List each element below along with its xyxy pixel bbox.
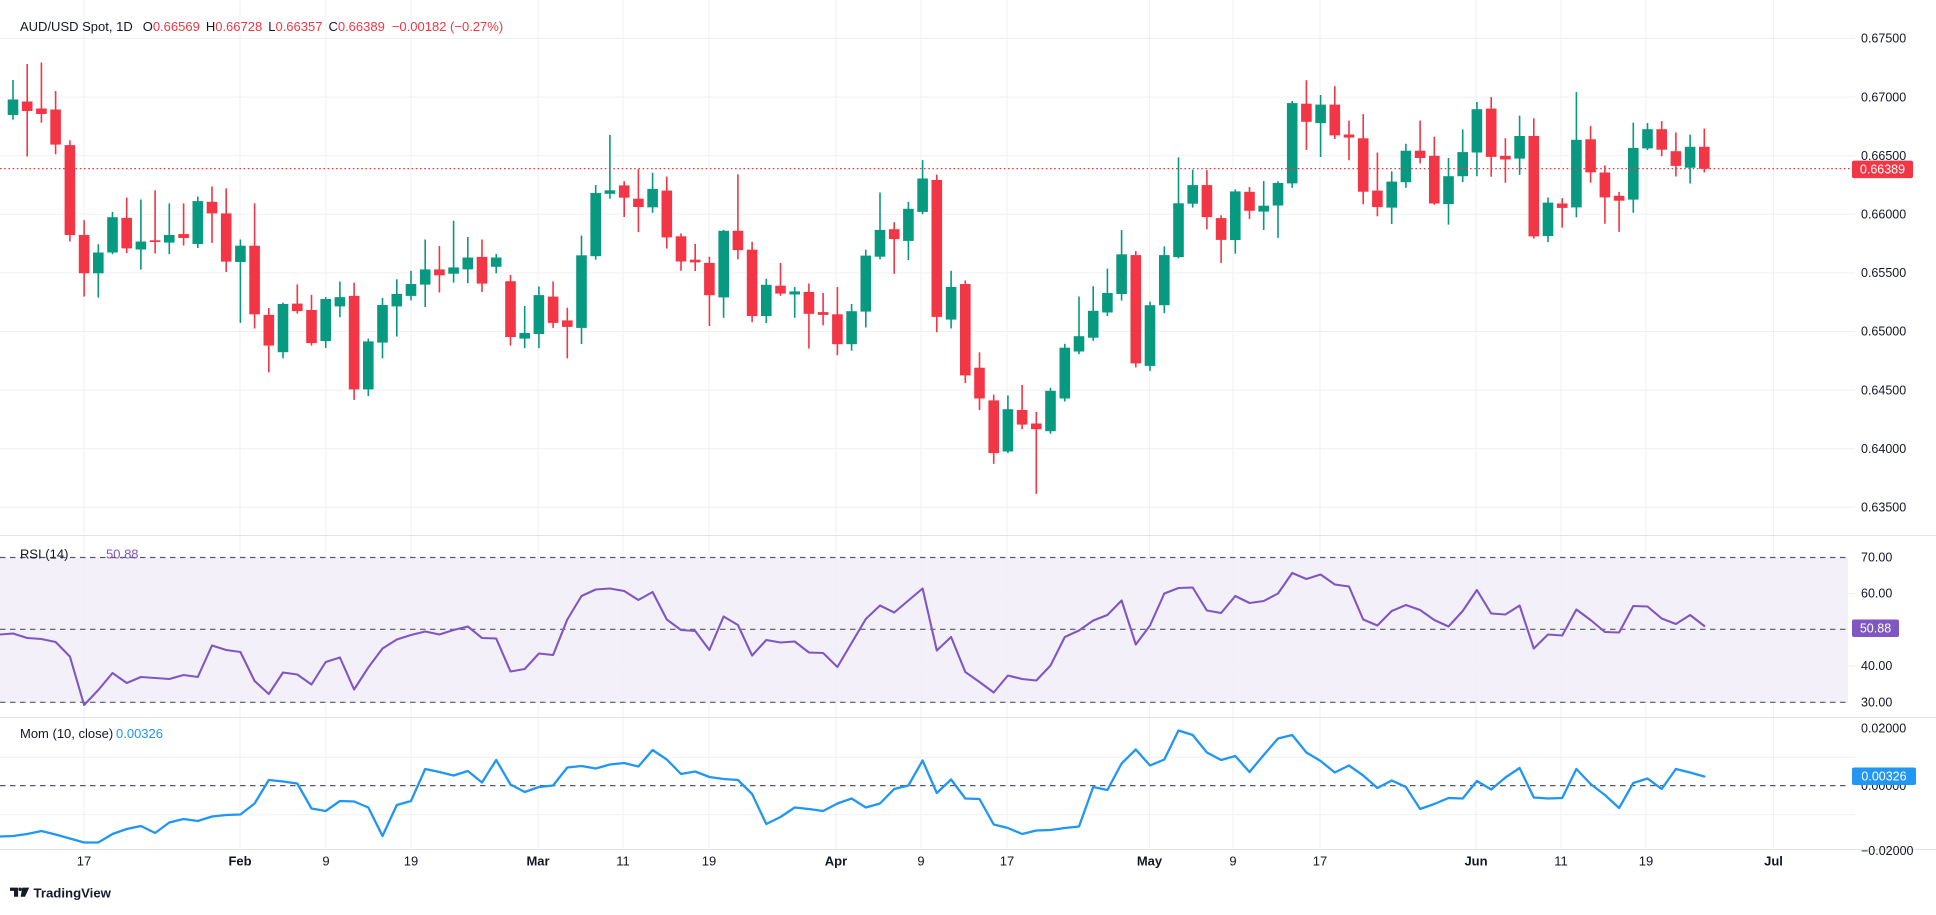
svg-text:40.00: 40.00 bbox=[1861, 659, 1892, 673]
svg-text:30.00: 30.00 bbox=[1861, 696, 1892, 710]
svg-text:11: 11 bbox=[1554, 854, 1568, 869]
svg-text:0.66000: 0.66000 bbox=[1861, 208, 1906, 222]
svg-text:0.00326: 0.00326 bbox=[1861, 770, 1906, 784]
svg-text:0.00326: 0.00326 bbox=[116, 726, 163, 741]
svg-text:17: 17 bbox=[1313, 854, 1327, 869]
svg-text:May: May bbox=[1137, 854, 1163, 869]
svg-text:Mar: Mar bbox=[526, 854, 549, 869]
svg-text:Mom (10, close): Mom (10, close) bbox=[20, 726, 113, 741]
svg-text:50.88: 50.88 bbox=[1860, 622, 1891, 636]
svg-text:19: 19 bbox=[702, 854, 716, 869]
svg-text:9: 9 bbox=[917, 854, 924, 869]
svg-text:−0.02000: −0.02000 bbox=[1861, 844, 1914, 858]
svg-text:0.67500: 0.67500 bbox=[1861, 32, 1906, 46]
svg-text:70.00: 70.00 bbox=[1861, 551, 1892, 565]
svg-text:17: 17 bbox=[77, 854, 91, 869]
svg-text:19: 19 bbox=[1639, 854, 1653, 869]
svg-text:0.66500: 0.66500 bbox=[1861, 149, 1906, 163]
svg-text:Jul: Jul bbox=[1764, 854, 1783, 869]
svg-text:Feb: Feb bbox=[228, 854, 251, 869]
svg-text:50.88: 50.88 bbox=[106, 547, 139, 562]
svg-text:60.00: 60.00 bbox=[1861, 587, 1892, 601]
svg-text:Apr: Apr bbox=[825, 854, 847, 869]
svg-text:11: 11 bbox=[616, 854, 630, 869]
svg-text:0.64500: 0.64500 bbox=[1861, 383, 1906, 397]
svg-text:17: 17 bbox=[1000, 854, 1014, 869]
svg-text:0.65000: 0.65000 bbox=[1861, 325, 1906, 339]
svg-text:Jun: Jun bbox=[1464, 854, 1487, 869]
svg-text:0.67000: 0.67000 bbox=[1861, 90, 1906, 104]
svg-text:0.64000: 0.64000 bbox=[1861, 442, 1906, 456]
svg-text:TradingView: TradingView bbox=[34, 885, 112, 900]
svg-text:9: 9 bbox=[1229, 854, 1236, 869]
svg-text:0.65500: 0.65500 bbox=[1861, 266, 1906, 280]
svg-text:9: 9 bbox=[322, 854, 329, 869]
svg-text:0.02000: 0.02000 bbox=[1861, 722, 1906, 736]
svg-text:19: 19 bbox=[404, 854, 418, 869]
svg-text:0.66389: 0.66389 bbox=[1860, 163, 1905, 177]
svg-text:RSI (14): RSI (14) bbox=[20, 547, 68, 562]
svg-text:0.63500: 0.63500 bbox=[1861, 501, 1906, 515]
